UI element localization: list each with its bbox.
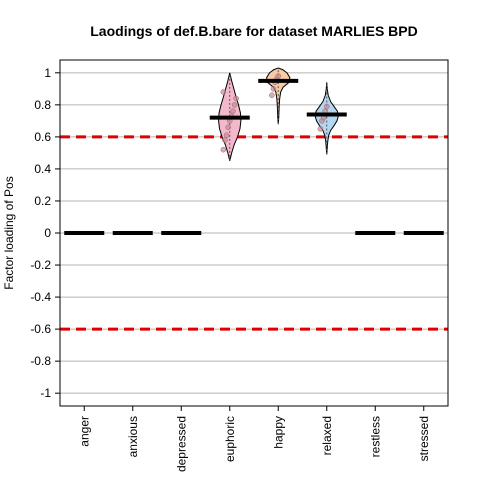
y-tick-label: 0.8	[34, 98, 51, 112]
x-tick-label: stressed	[417, 416, 431, 461]
data-point	[271, 86, 276, 91]
x-tick-label: restless	[368, 416, 382, 457]
y-tick-label: -0.2	[30, 258, 51, 272]
y-tick-label: 0.4	[34, 162, 51, 176]
data-point	[269, 93, 274, 98]
y-tick-label: 0.2	[34, 194, 51, 208]
y-tick-label: -0.4	[30, 290, 51, 304]
chart-title: Laodings of def.B.bare for dataset MARLI…	[90, 23, 417, 39]
y-tick-label: -1	[40, 386, 51, 400]
y-tick-label: 0	[44, 226, 51, 240]
data-point	[324, 104, 329, 109]
data-point	[230, 109, 235, 114]
y-tick-label: 1	[44, 66, 51, 80]
y-axis: -1 -0.8 -0.6 -0.4 -0.2 0 0.2 0.4 0.6 0.8 1	[30, 66, 60, 400]
data-point	[226, 125, 231, 130]
data-point	[318, 126, 323, 131]
y-axis-label: Factor loading of Pos	[2, 176, 16, 289]
x-tick-label: anger	[77, 416, 91, 447]
data-point	[276, 74, 281, 79]
data-point	[234, 96, 239, 101]
data-point	[232, 102, 237, 107]
x-tick-label: anxious	[126, 416, 140, 457]
data-point	[221, 147, 226, 152]
data-point	[224, 133, 229, 138]
y-tick-label: -0.6	[30, 322, 51, 336]
y-tick-label: -0.8	[30, 354, 51, 368]
data-point	[222, 138, 227, 143]
y-tick-label: 0.6	[34, 130, 51, 144]
x-tick-label: euphoric	[223, 416, 237, 462]
x-tick-label: depressed	[174, 416, 188, 472]
x-tick-label: happy	[271, 416, 285, 449]
x-axis: anger anxious depressed euphoric happy relaxe…	[77, 406, 431, 472]
data-point	[221, 90, 226, 95]
x-tick-label: relaxed	[320, 416, 334, 455]
median-bars	[64, 81, 444, 233]
